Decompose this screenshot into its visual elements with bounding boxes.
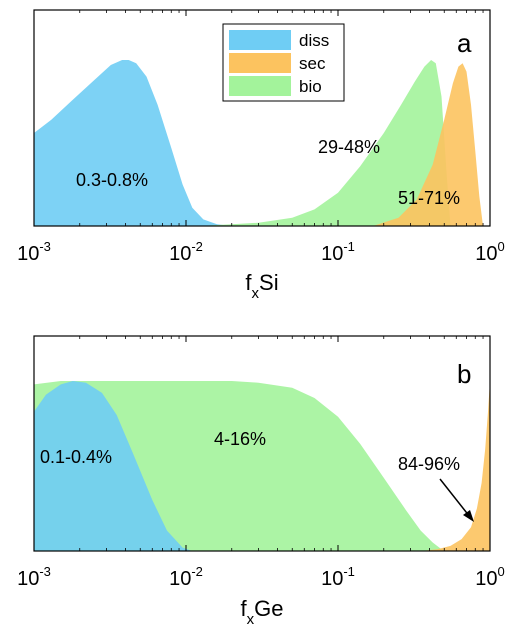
series-area-sec bbox=[373, 63, 483, 226]
series-area-diss bbox=[34, 60, 232, 226]
arrow-shaft bbox=[439, 478, 471, 518]
panel-label-a: a bbox=[457, 28, 472, 58]
legend-label-bio: bio bbox=[299, 77, 322, 96]
plot-area-a bbox=[34, 60, 483, 226]
annotation-b-bio: 4-16% bbox=[214, 429, 266, 449]
x-ticks-b: 10-3 10-2 10-1 100 bbox=[17, 336, 505, 590]
annotation-a-diss: 0.3-0.8% bbox=[76, 170, 148, 190]
x-tick-label: 10-2 bbox=[169, 239, 203, 265]
x-ticks-a: 10-3 10-2 10-1 100 bbox=[17, 10, 505, 265]
x-tick-label: 100 bbox=[475, 564, 504, 590]
x-axis-label-b: fxGe bbox=[241, 596, 284, 628]
axes-frame-b bbox=[33, 335, 491, 552]
x-tick-label: 10-2 bbox=[169, 564, 203, 590]
panel-a: 10-3 10-2 10-1 100 a 0.3-0.8% 29-48% 51-71%… bbox=[17, 9, 505, 302]
annotation-arrow-b bbox=[439, 478, 474, 522]
x-axis-label-a: fxSi bbox=[245, 270, 278, 302]
legend-label-diss: diss bbox=[299, 31, 329, 50]
x-tick-label: 10-1 bbox=[321, 239, 355, 265]
series-area-diss bbox=[34, 381, 193, 551]
annotation-a-bio: 29-48% bbox=[318, 137, 380, 157]
x-axis-label-a-sub: x bbox=[252, 285, 260, 302]
series-area-bio bbox=[198, 60, 451, 226]
panel-b: 10-3 10-2 10-1 100 b 0.1-0.4% 4-16% 84-96% … bbox=[17, 335, 505, 628]
arrow-head bbox=[463, 510, 474, 522]
annotation-a-sec: 51-71% bbox=[398, 188, 460, 208]
annotation-b-sec: 84-96% bbox=[398, 454, 460, 474]
legend: diss sec bio bbox=[222, 23, 345, 102]
panel-label-b: b bbox=[457, 359, 471, 389]
x-axis-label-b-tail: Ge bbox=[254, 596, 283, 621]
legend-swatch-bio bbox=[229, 76, 291, 96]
x-axis-label-a-main: f bbox=[245, 270, 252, 295]
x-tick-label: 100 bbox=[475, 239, 504, 265]
x-tick-label: 10-1 bbox=[321, 564, 355, 590]
x-axis-label-a-tail: Si bbox=[259, 270, 279, 295]
axes-frame-a bbox=[33, 9, 491, 227]
series-area-sec bbox=[420, 381, 490, 551]
legend-label-sec: sec bbox=[299, 54, 326, 73]
legend-swatch-sec bbox=[229, 53, 291, 73]
x-axis-label-b-sub: x bbox=[247, 611, 255, 628]
legend-swatch-diss bbox=[229, 30, 291, 50]
x-tick-label: 10-3 bbox=[17, 564, 51, 590]
annotation-b-diss: 0.1-0.4% bbox=[40, 447, 112, 467]
plot-area-b bbox=[34, 381, 490, 551]
x-tick-label: 10-3 bbox=[17, 239, 51, 265]
x-axis-label-b-main: f bbox=[241, 596, 248, 621]
